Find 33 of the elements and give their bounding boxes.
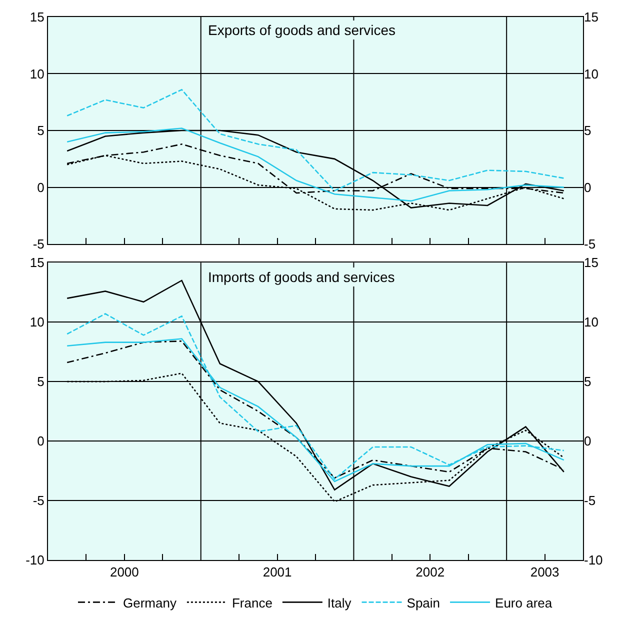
legend-label: Euro area [495,595,553,610]
y-tick-label: 0 [37,434,44,449]
y2-tick-label: -5 [584,493,596,508]
y2-tick-label: -5 [584,236,596,252]
y2-tick-label: 0 [584,434,592,449]
legend-label: Germany [123,595,177,610]
y-tick-label: 15 [30,255,44,270]
y-tick-label: 5 [37,123,44,138]
chart-title: Exports of goods and services [208,22,396,38]
y2-tick-label: 0 [584,180,592,195]
y-tick-label: 15 [30,10,44,24]
y2-tick-label: 10 [584,314,598,330]
y-tick-label: 0 [37,180,44,195]
y2-tick-label: 5 [584,123,592,138]
y2-tick-label: 15 [584,255,598,270]
y-tick-label: 10 [30,314,44,330]
y2-tick-label: 5 [584,374,592,390]
y-tick-label: -10 [26,552,44,568]
y-tick-label: 10 [30,66,44,82]
y2-tick-label: -10 [584,552,603,568]
x-tick-label: 2002 [416,564,445,580]
x-tick-label: 2000 [110,564,139,580]
y2-tick-label: 10 [584,66,598,82]
x-tick-label: 2003 [530,564,560,580]
text: Imports of goods and services [208,269,395,285]
legend-label: Spain [406,595,440,610]
x-tick-label: 2001 [262,564,292,580]
y-tick-label: -5 [32,493,44,508]
y2-tick-label: 15 [584,10,598,24]
y-tick-label: -5 [32,236,44,252]
legend-label: France [232,595,272,610]
y-tick-label: 5 [37,374,44,390]
legend-label: Italy [327,595,352,610]
